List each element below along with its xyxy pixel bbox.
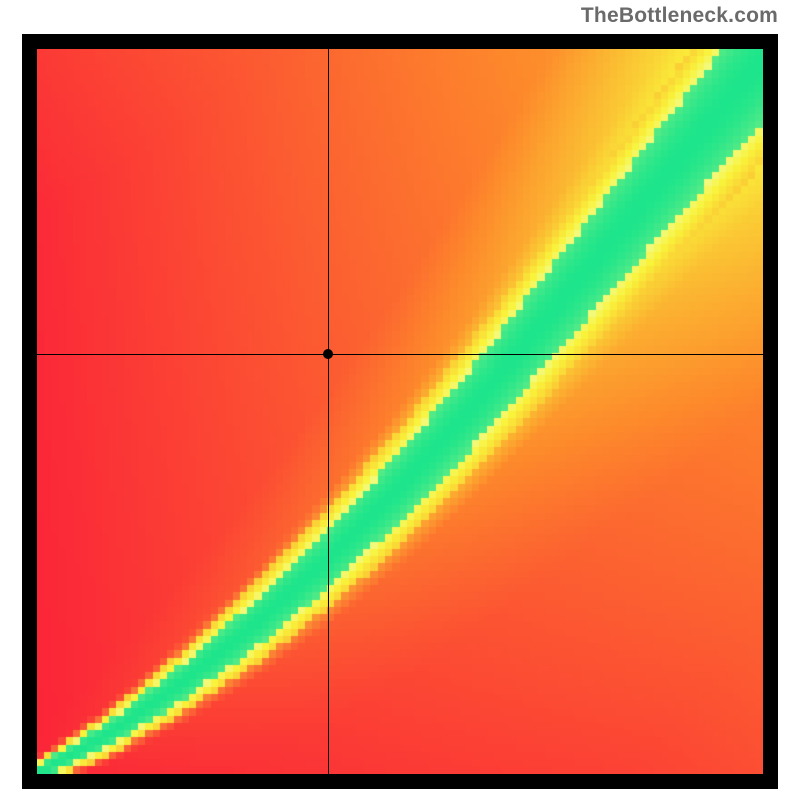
crosshair-marker: [323, 349, 333, 359]
crosshair-horizontal: [37, 354, 763, 355]
chart-container: TheBottleneck.com: [0, 0, 800, 800]
crosshair-vertical: [328, 49, 329, 774]
bottleneck-heatmap: [37, 49, 763, 774]
attribution-text: TheBottleneck.com: [581, 4, 778, 28]
